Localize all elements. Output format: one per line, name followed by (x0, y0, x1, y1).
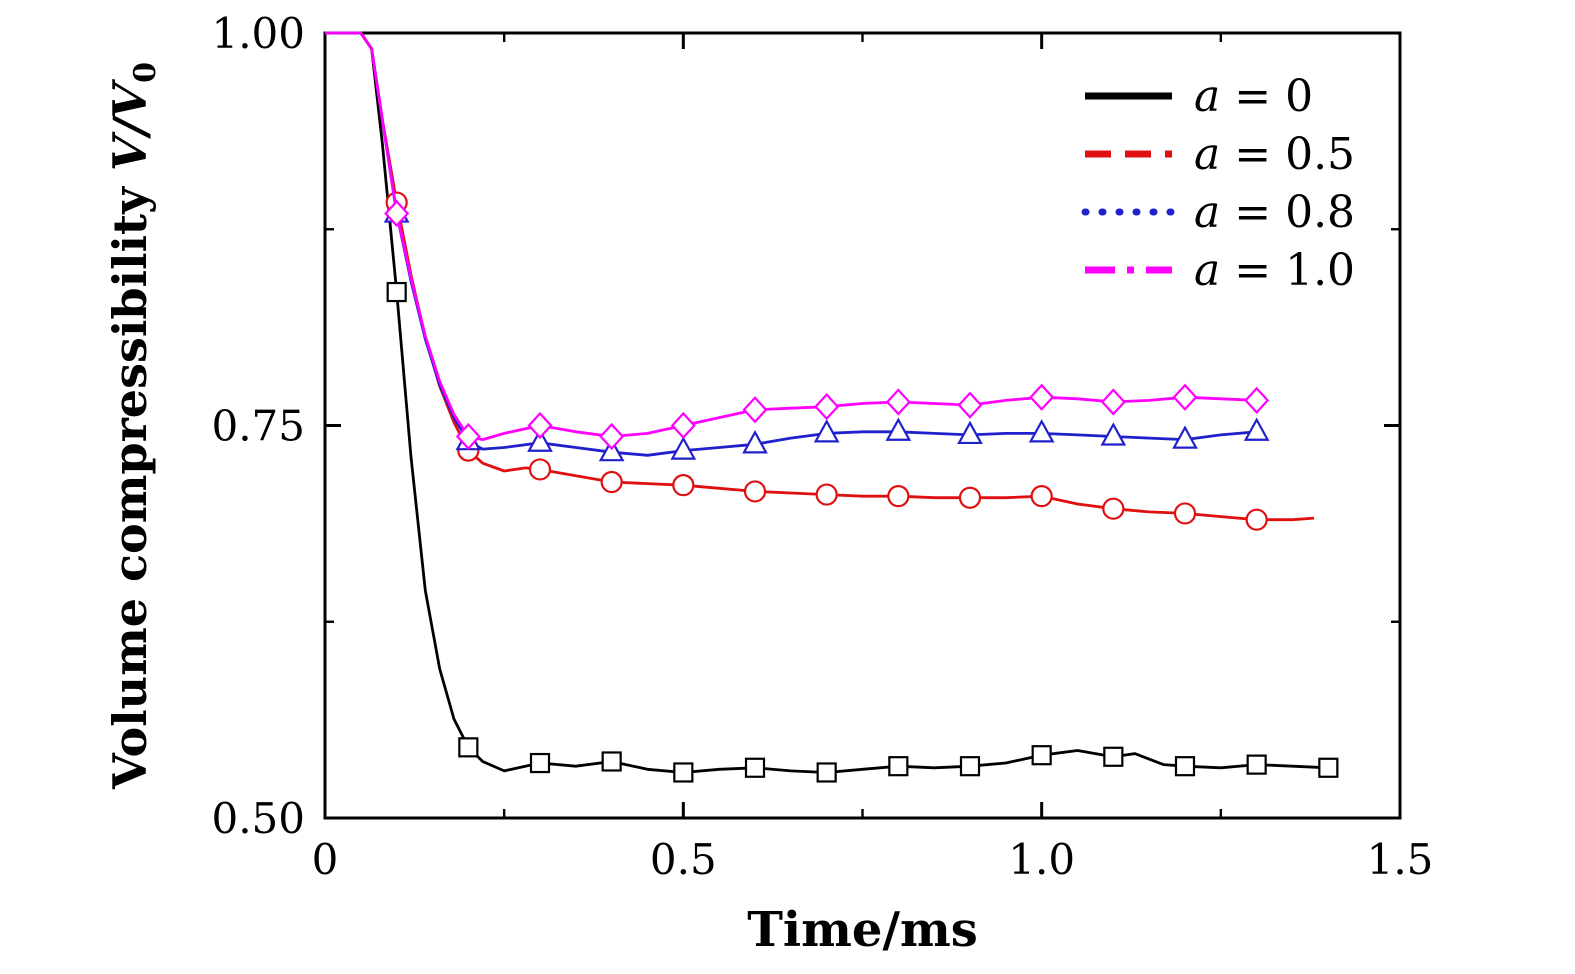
triangle-marker (1243, 417, 1270, 441)
square-marker (1318, 757, 1339, 778)
circle-marker (815, 483, 838, 506)
triangle-marker (813, 419, 840, 443)
diamond-marker (814, 393, 840, 421)
legend-label: a = 0.8 (1194, 187, 1355, 238)
circle-marker (1030, 485, 1053, 508)
x-tick-label: 1.0 (1008, 835, 1075, 884)
square-marker (1174, 756, 1196, 777)
triangle-marker (1100, 422, 1127, 446)
legend: a = 0 a = 0.5 a = 0.8 a = 1.0 (1081, 71, 1355, 296)
x-tick-label: 0.5 (650, 835, 717, 884)
square-marker (959, 756, 981, 777)
series-markers-a-1-0 (384, 199, 1270, 451)
axis-ticks: 0 0.5 1.0 1.5 0.50 0.75 1.00 (211, 9, 1433, 884)
series-markers-a-0-8 (383, 199, 1270, 462)
circle-marker (672, 474, 695, 497)
diamond-marker (1172, 383, 1198, 411)
triangle-marker (1028, 419, 1055, 443)
diamond-marker (1100, 388, 1126, 416)
x-tick-label: 1.5 (1367, 835, 1434, 884)
legend-label: a = 0.5 (1194, 129, 1355, 180)
square-marker (888, 756, 909, 777)
legend-entry-a-1-0: a = 1.0 (1085, 245, 1355, 296)
y-tick-label: 0.75 (211, 402, 305, 451)
circle-marker (743, 480, 767, 503)
circle-marker (1245, 508, 1268, 531)
legend-entry-a-0-5: a = 0.5 (1085, 129, 1355, 180)
diamond-marker (599, 422, 625, 451)
diamond-marker (455, 422, 481, 451)
series-markers-a-0 (386, 281, 1339, 783)
circle-marker (1173, 502, 1197, 525)
circle-marker (528, 458, 552, 481)
square-marker (386, 281, 407, 303)
series-a-0-5 (325, 31, 1315, 531)
square-marker (673, 762, 694, 783)
legend-entry-a-0-8: a = 0.8 (1081, 187, 1355, 238)
square-marker (1246, 754, 1267, 775)
diamond-marker (1029, 383, 1055, 411)
triangle-marker (527, 428, 553, 452)
diamond-marker (527, 411, 553, 440)
circle-marker (887, 485, 910, 508)
square-marker (529, 752, 551, 774)
series-a-0 (325, 31, 1339, 783)
diamond-marker (885, 388, 911, 416)
triangle-marker (1172, 425, 1198, 449)
y-axis-label: Volume compressibility V/V0 (103, 62, 163, 790)
square-marker (458, 737, 479, 758)
triangle-marker (598, 437, 625, 462)
square-marker (1031, 745, 1052, 766)
square-marker (1103, 746, 1124, 767)
square-marker (744, 757, 766, 778)
circle-marker (958, 486, 982, 509)
legend-label: a = 1.0 (1194, 245, 1355, 296)
diamond-marker (1244, 386, 1270, 415)
series-markers-a-0-5 (385, 191, 1268, 531)
diamond-marker (384, 199, 410, 228)
triangle-marker (885, 417, 912, 441)
circle-marker (600, 470, 623, 494)
square-marker (816, 762, 837, 783)
diamond-marker (957, 391, 983, 419)
circle-marker (1102, 497, 1125, 520)
x-axis-label: Time/ms (747, 902, 978, 958)
y-tick-label: 1.00 (211, 9, 305, 58)
square-marker (601, 751, 622, 772)
triangle-marker (957, 420, 983, 445)
diamond-marker (670, 411, 696, 440)
series-a-1-0 (325, 31, 1270, 451)
x-tick-label: 0 (312, 835, 339, 884)
legend-entry-a-0: a = 0 (1085, 71, 1313, 122)
diamond-marker (742, 396, 768, 424)
legend-label: a = 0 (1194, 71, 1313, 122)
series-line-a-0 (325, 31, 1329, 774)
triangle-marker (670, 436, 697, 460)
y-tick-label: 0.50 (211, 794, 305, 843)
triangle-marker (742, 430, 768, 454)
